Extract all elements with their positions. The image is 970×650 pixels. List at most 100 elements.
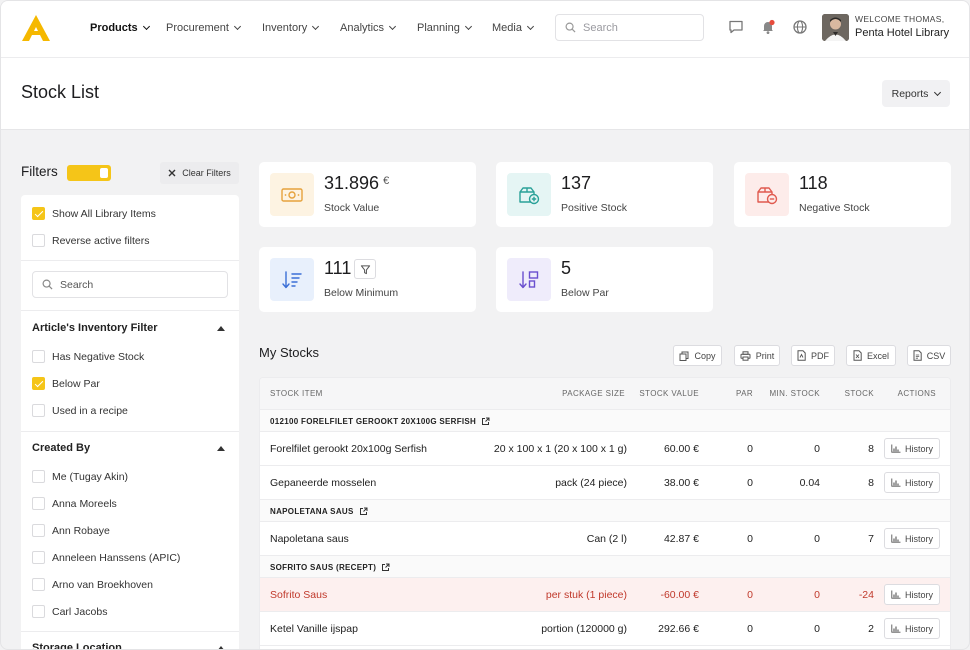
cell-stock-value: 42.87 € xyxy=(663,533,699,545)
filter-show-all-library-items[interactable]: Show All Library Items xyxy=(32,207,156,220)
chevron-down-icon xyxy=(312,22,320,31)
filters-toggle[interactable] xyxy=(67,165,111,181)
section-title-storage-location[interactable]: Storage Location xyxy=(32,642,122,650)
table-row[interactable]: Napoletana saus Can (2 l) 42.87 € 0 0 7 … xyxy=(260,522,950,556)
stat-label: Below Minimum xyxy=(324,287,399,299)
history-button[interactable]: History xyxy=(884,438,940,459)
filter-reverse-active-filters[interactable]: Reverse active filters xyxy=(32,234,149,247)
filter-below-par[interactable]: Below Par xyxy=(32,377,100,390)
cell-par: 0 xyxy=(747,443,753,455)
column-header-actions: ACTIONS xyxy=(897,389,936,398)
box-plus-icon xyxy=(519,186,540,204)
stat-card-below-par[interactable]: 5 Below Par xyxy=(496,247,713,312)
reports-dropdown-button[interactable]: Reports xyxy=(882,80,950,107)
bar-chart-icon xyxy=(891,624,901,633)
nav-item-procurement[interactable]: Procurement xyxy=(166,22,242,34)
copy-button[interactable]: Copy xyxy=(673,345,722,366)
group-row: SOFRITO SAUS (RECEPT) xyxy=(260,556,950,578)
csv-button[interactable]: CSV xyxy=(907,345,951,366)
checkbox[interactable] xyxy=(32,404,45,417)
column-header-min-stock[interactable]: MIN. STOCK xyxy=(769,389,820,398)
checkbox[interactable] xyxy=(32,578,45,591)
table-row[interactable]: Gepaneerde mosselen pack (24 piece) 38.0… xyxy=(260,466,950,500)
collapse-caret-icon[interactable] xyxy=(217,326,225,331)
collapse-caret-icon[interactable] xyxy=(217,646,225,649)
stat-card-below-minimum[interactable]: 111 Below Minimum xyxy=(259,247,476,312)
organization-name[interactable]: Penta Hotel Library xyxy=(855,27,950,39)
pdf-button[interactable]: PDF xyxy=(791,345,835,366)
history-button[interactable]: History xyxy=(884,618,940,639)
nav-item-analytics[interactable]: Analytics xyxy=(340,22,397,34)
stat-card-negative-stock[interactable]: 118 Negative Stock xyxy=(734,162,951,227)
filter-created-by-me[interactable]: Me (Tugay Akin) xyxy=(32,470,128,483)
checkbox[interactable] xyxy=(32,524,45,537)
table-row[interactable]: Forelfilet gerookt 20x100g Serfish 20 x … xyxy=(260,432,950,466)
clear-filters-button[interactable]: Clear Filters xyxy=(160,162,239,184)
filter-used-in-recipe[interactable]: Used in a recipe xyxy=(32,404,128,417)
history-button[interactable]: History xyxy=(884,584,940,605)
external-link-icon[interactable] xyxy=(481,417,490,426)
bar-chart-icon xyxy=(891,590,901,599)
column-header-package-size[interactable]: PACKAGE SIZE xyxy=(562,389,625,398)
stat-card-stock-value[interactable]: 31.896 € Stock Value xyxy=(259,162,476,227)
globe-icon[interactable] xyxy=(792,19,808,35)
stat-value: 31.896 € xyxy=(324,173,390,193)
stat-icon-box xyxy=(507,173,551,216)
filter-created-by-anneleen-hanssens[interactable]: Anneleen Hanssens (APIC) xyxy=(32,551,180,564)
stat-card-positive-stock[interactable]: 137 Positive Stock xyxy=(496,162,713,227)
brand-logo-icon[interactable] xyxy=(21,14,51,42)
history-button[interactable]: History xyxy=(884,472,940,493)
nav-item-inventory[interactable]: Inventory xyxy=(262,22,320,34)
cell-package-size: Can (2 l) xyxy=(586,533,627,545)
column-header-stock-item[interactable]: STOCK ITEM xyxy=(270,389,323,398)
section-title-created-by[interactable]: Created By xyxy=(32,442,91,454)
chevron-down-icon xyxy=(934,88,942,96)
filter-created-by-anna-moreels[interactable]: Anna Moreels xyxy=(32,497,117,510)
filter-has-negative-stock[interactable]: Has Negative Stock xyxy=(32,350,144,363)
global-search-input[interactable] xyxy=(583,21,693,34)
checkbox[interactable] xyxy=(32,497,45,510)
cell-par: 0 xyxy=(747,623,753,635)
group-label[interactable]: 012100 FORELFILET GEROOKT 20X100G SERFIS… xyxy=(270,417,490,426)
checkbox-checked[interactable] xyxy=(32,377,45,390)
checkbox-checked[interactable] xyxy=(32,207,45,220)
column-header-par[interactable]: PAR xyxy=(735,389,753,398)
nav-item-planning[interactable]: Planning xyxy=(417,22,472,34)
avatar[interactable] xyxy=(822,14,849,41)
cell-stock-value: 38.00 € xyxy=(663,477,699,489)
column-header-stock[interactable]: STOCK xyxy=(844,389,874,398)
history-button[interactable]: History xyxy=(884,528,940,549)
nav-item-products[interactable]: Products xyxy=(90,22,150,34)
top-navigation: Products Procurement Inventory Analytics… xyxy=(1,1,969,58)
filter-search-input[interactable] xyxy=(60,278,210,291)
checkbox[interactable] xyxy=(32,551,45,564)
excel-button[interactable]: Excel xyxy=(846,345,896,366)
filter-created-by-ann-robaye[interactable]: Ann Robaye xyxy=(32,524,110,537)
copy-icon xyxy=(679,351,689,361)
bell-icon[interactable] xyxy=(760,19,776,35)
table-row[interactable]: Ketel Vanille ijspap portion (120000 g) … xyxy=(260,612,950,646)
nav-item-media[interactable]: Media xyxy=(492,22,535,34)
cell-package-size: per stuk (1 piece) xyxy=(545,589,627,601)
collapse-caret-icon[interactable] xyxy=(217,446,225,451)
table-row-negative[interactable]: Sofrito Saus per stuk (1 piece) -60.00 €… xyxy=(260,578,950,612)
group-label[interactable]: NAPOLETANA SAUS xyxy=(270,507,368,516)
external-link-icon[interactable] xyxy=(359,507,368,516)
close-icon xyxy=(168,169,176,177)
checkbox[interactable] xyxy=(32,234,45,247)
filter-panel: Show All Library Items Reverse active fi… xyxy=(21,195,239,650)
group-label[interactable]: SOFRITO SAUS (RECEPT) xyxy=(270,563,390,572)
print-button[interactable]: Print xyxy=(734,345,780,366)
checkbox[interactable] xyxy=(32,470,45,483)
column-header-stock-value[interactable]: STOCK VALUE xyxy=(639,389,699,398)
chat-icon[interactable] xyxy=(728,19,744,35)
filter-created-by-arno-van-broekhoven[interactable]: Arno van Broekhoven xyxy=(32,578,153,591)
checkbox[interactable] xyxy=(32,350,45,363)
bar-chart-icon xyxy=(891,534,901,543)
checkbox[interactable] xyxy=(32,605,45,618)
external-link-icon[interactable] xyxy=(381,563,390,572)
filter-created-by-carl-jacobs[interactable]: Carl Jacobs xyxy=(32,605,107,618)
section-title-inventory-filter[interactable]: Article's Inventory Filter xyxy=(32,322,158,334)
cell-stock-value: 292.66 € xyxy=(658,623,699,635)
below-minimum-filter-button[interactable] xyxy=(354,259,376,279)
